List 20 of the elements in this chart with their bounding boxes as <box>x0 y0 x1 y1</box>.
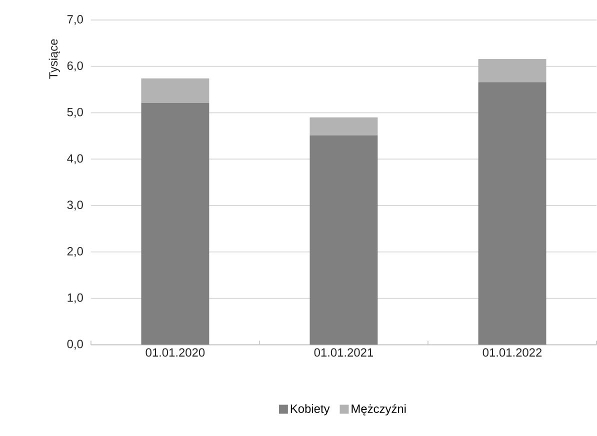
y-tick-label: 3,0 <box>67 200 83 211</box>
x-tick-label: 01.01.2020 <box>146 348 205 357</box>
y-tick-label: 7,0 <box>67 15 83 26</box>
legend-label: Mężczyźni <box>352 404 406 416</box>
y-tick-label: 5,0 <box>67 108 83 118</box>
y-tick-label: 1,0 <box>68 294 83 304</box>
x-tick-label: 01.01.2021 <box>314 348 374 357</box>
bar <box>478 82 546 345</box>
bar <box>310 118 378 136</box>
bar <box>141 78 210 104</box>
legend-label: Kobiety <box>290 404 330 416</box>
bar <box>141 103 210 345</box>
y-tick-label: 0,0 <box>67 340 83 350</box>
y-tick-label: 4,0 <box>67 154 83 164</box>
bar <box>478 59 546 82</box>
y-tick-label: 2,0 <box>67 247 83 258</box>
y-axis-title: Tysiące <box>48 39 60 80</box>
bar <box>310 136 378 345</box>
y-tick-label: 6,0 <box>67 62 83 72</box>
x-tick-label: 01.01.2022 <box>482 348 542 357</box>
